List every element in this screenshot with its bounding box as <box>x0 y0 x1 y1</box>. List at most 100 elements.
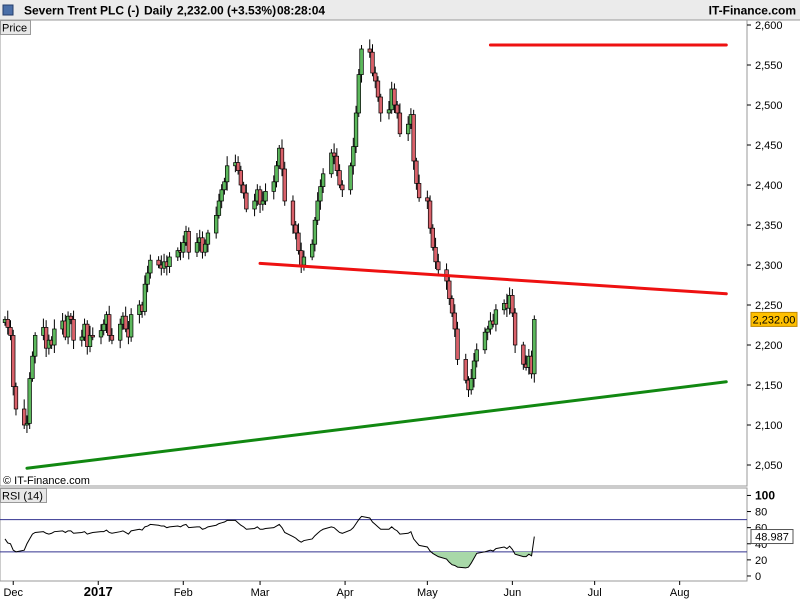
candle <box>416 174 422 202</box>
rsi-title: RSI (14) <box>2 491 43 503</box>
candle-body-up <box>310 243 315 258</box>
candle-body-up <box>359 48 364 75</box>
candle <box>310 239 315 261</box>
candle-body-up <box>24 423 30 426</box>
candle <box>27 372 32 429</box>
chart-menu-icon[interactable] <box>2 4 14 16</box>
candle <box>107 305 112 342</box>
candle-body-up <box>30 355 35 379</box>
candle-body-down <box>392 88 397 106</box>
candle <box>214 206 219 239</box>
candle <box>43 320 49 357</box>
candle <box>532 315 537 383</box>
candle <box>312 217 318 252</box>
candle <box>370 44 375 77</box>
candle-body-down <box>13 386 19 410</box>
support-trendline[interactable] <box>25 380 728 470</box>
candle <box>512 308 518 353</box>
candle-body-down <box>241 184 246 194</box>
candle <box>282 161 287 206</box>
rsi-y-tick-label: 20 <box>755 555 767 567</box>
trendlines <box>25 43 728 470</box>
candle <box>406 116 411 141</box>
candle-body-down <box>109 335 115 341</box>
candle <box>414 157 419 190</box>
candle <box>118 318 123 349</box>
candle-body-down <box>282 168 287 202</box>
candle-body-up <box>194 242 200 253</box>
candle <box>241 181 246 199</box>
candle-body-down <box>449 298 455 314</box>
x-tick-label: Jul <box>588 587 602 599</box>
candle-body-up <box>260 200 265 205</box>
instrument-name: Severn Trent PLC (-) <box>24 4 139 18</box>
candle-body-up <box>263 191 268 202</box>
candle-body-down <box>416 183 422 199</box>
x-tick-label: Jun <box>503 587 521 599</box>
rsi-y-tick-label: 0 <box>755 571 761 583</box>
price-axis-label: Price <box>2 23 27 35</box>
candle <box>521 341 526 370</box>
candle <box>87 325 93 353</box>
candle <box>101 319 106 336</box>
candle <box>181 235 186 258</box>
candle-body-up <box>315 200 320 221</box>
rsi-value-box <box>750 529 794 545</box>
period-label: Daily <box>144 4 173 18</box>
last-price-tag-box <box>750 311 798 327</box>
candle <box>216 193 222 219</box>
candle-body-up <box>222 181 227 191</box>
candle <box>353 105 359 153</box>
candle-body-up <box>33 335 38 357</box>
neckline-trendline[interactable] <box>258 261 728 296</box>
candle-body-up <box>271 181 276 192</box>
candle <box>340 180 345 197</box>
candle <box>71 310 76 349</box>
candle <box>318 179 323 210</box>
y-tick-label: 2,450 <box>755 140 783 152</box>
candle <box>329 149 334 178</box>
last-price-tag: 2,232.00 <box>750 311 798 327</box>
candle-body-down <box>427 200 433 229</box>
candle <box>395 101 400 119</box>
candle-body-up <box>145 272 150 285</box>
candle <box>79 329 84 347</box>
candle <box>471 353 477 388</box>
candle <box>238 165 244 193</box>
candle <box>447 276 452 305</box>
y-tick-label: 2,400 <box>755 180 783 192</box>
candle <box>386 101 392 120</box>
candle-body-down <box>452 312 457 330</box>
candle-body-up <box>87 335 93 347</box>
candle <box>474 343 479 368</box>
candle-body-down <box>455 328 460 360</box>
candle-body-up <box>148 259 153 274</box>
candle <box>8 320 13 341</box>
candle <box>373 66 378 89</box>
candle-body-down <box>235 162 241 171</box>
candle-body-up <box>175 250 180 258</box>
candle <box>30 351 35 382</box>
candle-body-up <box>485 328 490 333</box>
candle-body-down <box>5 319 10 328</box>
brand-label: IT-Finance.com <box>709 4 796 18</box>
candle <box>148 254 153 279</box>
x-tick-label: Dec <box>3 587 23 599</box>
candle-body-down <box>8 327 13 336</box>
candle-body-up <box>348 165 353 191</box>
candle-body-up <box>205 232 211 245</box>
candle-body-up <box>129 314 134 338</box>
candle-body-up <box>386 109 392 114</box>
x-tick-label: 2017 <box>84 584 113 599</box>
rsi-y-tick-label: 100 <box>755 488 775 502</box>
rsi-value-tag: 48.987 <box>750 529 794 545</box>
candle <box>98 324 104 345</box>
candle <box>205 229 211 253</box>
candle-body-down <box>447 280 452 299</box>
candle-body-down <box>43 327 49 349</box>
candle <box>449 295 455 317</box>
candle <box>488 312 493 335</box>
candle-body-down <box>238 170 244 186</box>
